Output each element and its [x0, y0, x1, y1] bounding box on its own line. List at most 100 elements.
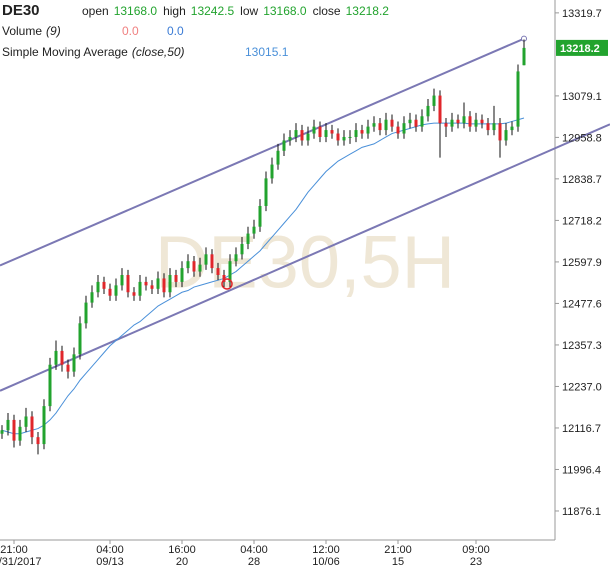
candle-body: [150, 285, 154, 289]
candle-body: [510, 126, 514, 131]
ohlc-value: 13168.0: [114, 4, 158, 18]
candle-body: [192, 261, 196, 272]
candle-body: [102, 281, 106, 289]
candle-body: [444, 123, 448, 127]
x-tick-label: 08/31/2017: [0, 556, 42, 568]
volume-value: 0.0: [167, 24, 184, 38]
candle-body: [324, 130, 328, 137]
x-tick-label: 09/13: [96, 556, 124, 568]
candle-body: [456, 119, 460, 124]
candle-body: [336, 133, 340, 141]
candle-body: [108, 288, 112, 296]
y-tick-label: 11876.1: [562, 506, 601, 518]
candle-body: [180, 268, 184, 282]
candle-body: [210, 254, 214, 269]
candle-body: [228, 261, 232, 282]
candle-body: [0, 430, 4, 434]
y-tick-label: 12838.7: [562, 174, 602, 186]
sma-param: (close,50): [132, 45, 185, 59]
candle-body: [498, 123, 502, 141]
sma-line: [1, 117, 525, 435]
x-tick-label: 21:00: [384, 544, 412, 556]
y-tick-label: 12357.3: [562, 340, 602, 352]
candle-body: [414, 119, 418, 127]
candle-body: [42, 406, 46, 445]
ohlc-name: close: [313, 4, 341, 18]
candle-body: [462, 116, 466, 124]
last-price-label: 13218.2: [560, 43, 600, 55]
candle-body: [60, 350, 64, 365]
candle-body: [300, 130, 304, 141]
y-tick-label: 12237.0: [562, 381, 602, 393]
candle-body: [330, 130, 334, 134]
y-tick-label: 11996.4: [562, 464, 601, 476]
candle-body: [204, 254, 208, 265]
candle-body: [78, 323, 82, 355]
candle-body: [504, 130, 508, 141]
candle-body: [24, 416, 28, 427]
y-tick-label: 12958.8: [562, 132, 602, 144]
candle-body: [72, 354, 76, 372]
x-tick-label: 16:00: [168, 544, 196, 556]
candle-body: [492, 123, 496, 131]
candle-body: [198, 264, 202, 272]
candle-body: [132, 292, 136, 296]
candle-body: [120, 275, 124, 286]
candle-body: [264, 178, 268, 206]
candle-body: [90, 292, 94, 303]
ohlc-name: open: [82, 4, 109, 18]
ohlc-name: low: [240, 4, 258, 18]
candle-body: [438, 95, 442, 124]
candle-body: [402, 123, 406, 134]
candle-body: [294, 130, 298, 137]
candle-body: [522, 47, 526, 66]
volume-value: 0.0: [122, 24, 139, 38]
candle-body: [240, 243, 244, 255]
candle-body: [474, 119, 478, 127]
symbol: DE30: [2, 2, 40, 19]
candle-body: [432, 95, 436, 106]
candle-body: [114, 285, 118, 296]
candle-body: [66, 364, 70, 372]
candle-body: [222, 275, 226, 282]
candle-body: [252, 226, 256, 234]
candle-body: [162, 278, 166, 293]
candle-body: [270, 164, 274, 179]
x-tick-label: 09:00: [462, 544, 490, 556]
candle-body: [396, 126, 400, 134]
candle-body: [12, 419, 16, 441]
candle-body: [84, 302, 88, 324]
x-tick-label: 04:00: [240, 544, 268, 556]
x-tick-label: 04:00: [96, 544, 124, 556]
candle-body: [258, 205, 262, 227]
trend-line: [0, 37, 525, 267]
candle-body: [468, 116, 472, 127]
candle-body: [126, 275, 130, 293]
candle-body: [36, 437, 40, 445]
ohlc-name: high: [163, 4, 186, 18]
candle-body: [282, 140, 286, 151]
candle-body: [186, 261, 190, 269]
trend-line: [0, 123, 610, 392]
volume-param: (9): [46, 24, 61, 38]
candle-body: [174, 275, 178, 282]
candle-body: [138, 281, 142, 296]
candle-body: [156, 278, 160, 289]
ohlc-value: 13218.2: [346, 4, 390, 18]
candle-body: [366, 126, 370, 134]
x-tick-label: 10/06: [312, 556, 340, 568]
y-tick-label: 12477.6: [562, 298, 602, 310]
sma-value: 13015.1: [245, 45, 289, 59]
candle-body: [312, 126, 316, 134]
candle-body: [18, 426, 22, 441]
candle-body: [234, 254, 238, 262]
candle-body: [6, 419, 10, 431]
x-tick-label: 15: [392, 556, 404, 568]
header-bg: [0, 0, 300, 62]
candle-body: [306, 133, 310, 141]
candle-body: [144, 281, 148, 286]
candle-body: [378, 123, 382, 131]
x-tick-label: 20: [176, 556, 188, 568]
candle-body: [486, 123, 490, 131]
x-tick-label: 23: [470, 556, 482, 568]
